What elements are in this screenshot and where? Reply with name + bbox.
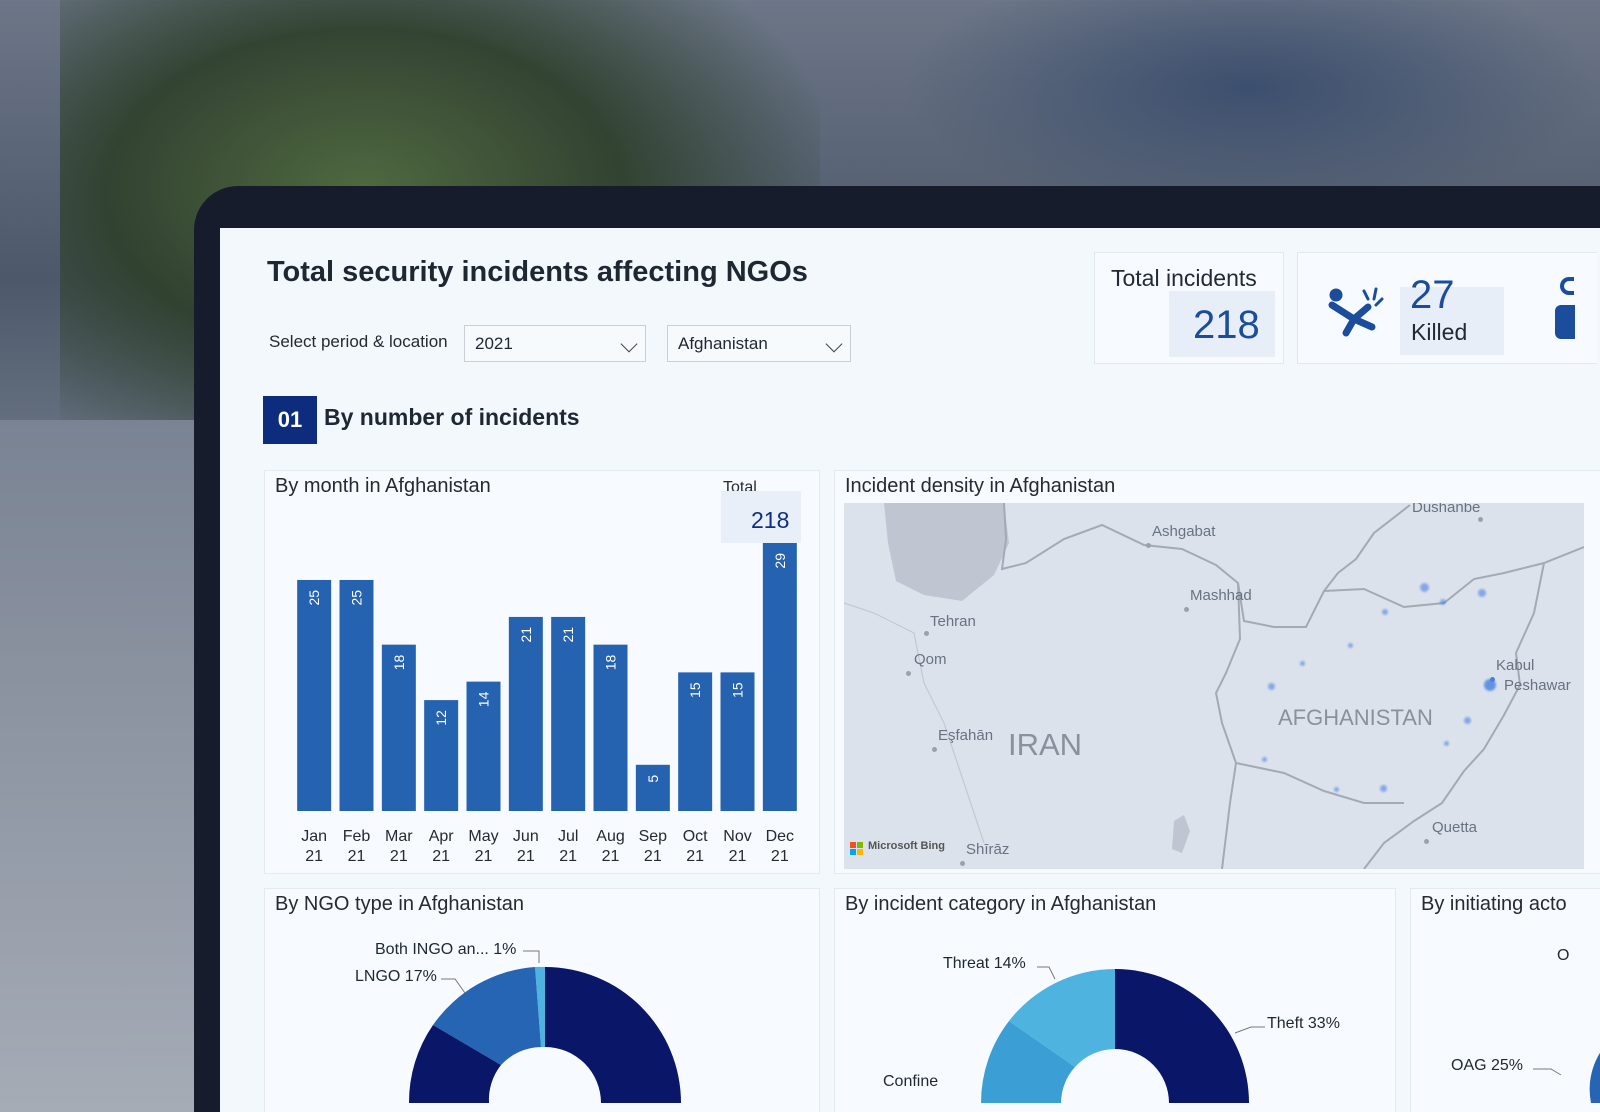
- bar-9[interactable]: [678, 672, 713, 811]
- x-tick-label-0-0: Jan: [301, 828, 327, 845]
- x-tick-label-10-0: Nov: [723, 828, 751, 845]
- x-tick-label-0-1: 21: [305, 848, 323, 865]
- x-tick-label-5-1: 21: [517, 848, 535, 865]
- bar-data-label-7: 18: [603, 654, 619, 670]
- bar-8[interactable]: [635, 764, 670, 811]
- period-dropdown-value: 2021: [475, 334, 513, 353]
- kpi-killed-label: Killed: [1411, 319, 1468, 345]
- x-tick-label-4-0: May: [468, 828, 498, 845]
- bar-data-label-1: 25: [349, 590, 365, 606]
- location-dropdown[interactable]: Afghanistan: [667, 325, 851, 362]
- ngo-type-donut: [408, 950, 681, 1103]
- x-tick-label-9-1: 21: [686, 848, 704, 865]
- category-label-threat: Threat 14%: [943, 955, 1026, 972]
- map-title: Incident density in Afghanistan: [845, 475, 1116, 497]
- bar-3[interactable]: [424, 700, 459, 811]
- bar-data-label-10: 15: [730, 682, 746, 698]
- x-tick-label-11-0: Dec: [766, 828, 794, 845]
- kpi-total-label: Total incidents: [1111, 265, 1257, 291]
- bar-data-label-5: 21: [518, 627, 534, 643]
- map-label-iran: IRAN: [1008, 727, 1083, 762]
- x-tick-label-2-1: 21: [390, 848, 408, 865]
- ngo-type-panel[interactable]: By NGO type in Afghanistan Both INGO an.…: [264, 888, 820, 1112]
- category-label-confine: Confine: [883, 1073, 939, 1090]
- bar-data-label-11: 29: [772, 553, 788, 569]
- kpi-killed: 27 Killed: [1297, 252, 1597, 364]
- dashboard-screen: Total security incidents affecting NGOs …: [220, 228, 1600, 1112]
- ngo-label-both: Both INGO an... 1%: [375, 941, 517, 958]
- bar-10[interactable]: [720, 672, 755, 811]
- x-tick-label-7-1: 21: [602, 848, 620, 865]
- bar-data-label-4: 14: [476, 691, 492, 707]
- x-tick-label-1-0: Feb: [343, 828, 371, 845]
- kpi-injured-icon: [1555, 305, 1575, 339]
- x-tick-label-6-1: 21: [559, 848, 577, 865]
- x-tick-label-6-0: Jul: [558, 828, 578, 845]
- bar-data-label-2: 18: [391, 654, 407, 670]
- section-number: 01: [263, 396, 317, 444]
- background-blur: [900, 0, 1600, 220]
- bar-4[interactable]: [466, 681, 501, 811]
- ngo-type-title: By NGO type in Afghanistan: [275, 893, 525, 915]
- map-attribution: Microsoft Bing: [868, 840, 945, 852]
- page-title: Total security incidents affecting NGOs: [267, 256, 808, 288]
- bar-data-label-3: 12: [433, 710, 449, 726]
- kpi-total-incidents: Total incidents 218: [1094, 252, 1284, 364]
- x-tick-label-3-1: 21: [432, 848, 450, 865]
- bar-6[interactable]: [551, 616, 586, 811]
- bar-data-label-8: 5: [645, 775, 661, 783]
- x-tick-label-11-1: 21: [771, 848, 789, 865]
- falling-person-icon: [1328, 287, 1384, 337]
- location-dropdown-value: Afghanistan: [678, 334, 768, 353]
- bar-chart-panel[interactable]: By month in Afghanistan Total 218 25 Jan 2…: [264, 470, 820, 874]
- microsoft-logo-icon: [850, 842, 863, 855]
- x-tick-label-1-1: 21: [348, 848, 366, 865]
- chevron-down-icon: [620, 335, 638, 353]
- kpi-killed-value: 27: [1410, 273, 1455, 317]
- monthly-bar-chart: 25 Jan 21 25 Feb 21 18 Mar 21 12 Apr 21 14 May 21 21 Jun…: [297, 543, 797, 865]
- ngo-label-lngo: LNGO 17%: [355, 968, 437, 985]
- section-title: By number of incidents: [324, 404, 580, 430]
- category-label-theft: Theft 33%: [1267, 1015, 1340, 1032]
- x-tick-label-4-1: 21: [475, 848, 493, 865]
- x-tick-label-8-0: Sep: [639, 828, 668, 845]
- x-tick-label-8-1: 21: [644, 848, 662, 865]
- bar-11[interactable]: [762, 543, 797, 811]
- period-dropdown[interactable]: 2021: [464, 325, 646, 362]
- incident-category-donut: [981, 966, 1265, 1103]
- bar-chart-title: By month in Afghanistan: [275, 475, 491, 497]
- bar-5[interactable]: [508, 616, 543, 811]
- map-label-afghanistan: AFGHANISTAN: [1278, 705, 1433, 730]
- background-wall: [0, 420, 220, 1112]
- incident-category-title: By incident category in Afghanistan: [845, 893, 1157, 915]
- filter-label: Select period & location: [269, 332, 448, 351]
- density-map[interactable]: Dushanbe Ashgabat Mashhad Tehran Qom Kab…: [844, 503, 1584, 869]
- bar-1[interactable]: [339, 579, 374, 811]
- x-tick-label-5-0: Jun: [513, 828, 539, 845]
- incident-category-panel[interactable]: By incident category in Afghanistan Thre…: [834, 888, 1396, 1112]
- x-tick-label-7-0: Aug: [596, 828, 624, 845]
- x-tick-label-10-1: 21: [729, 848, 747, 865]
- bar-data-label-0: 25: [306, 590, 322, 606]
- x-tick-label-9-0: Oct: [683, 828, 708, 845]
- map-panel[interactable]: Incident density in Afghanistan: [834, 470, 1600, 874]
- x-tick-label-3-0: Apr: [429, 828, 455, 845]
- bar-data-label-9: 15: [687, 682, 703, 698]
- bar-2[interactable]: [381, 644, 416, 811]
- kpi-total-value: 218: [1193, 303, 1260, 347]
- chevron-down-icon: [825, 335, 843, 353]
- initiating-actor-title: By initiating acto: [1421, 893, 1567, 915]
- bar-0[interactable]: [297, 579, 332, 811]
- x-tick-label-2-0: Mar: [385, 828, 413, 845]
- initiating-actor-donut: [1533, 1052, 1600, 1103]
- bar-total-value: 218: [751, 507, 790, 533]
- bar-7[interactable]: [593, 644, 628, 811]
- initiating-actor-panel[interactable]: By initiating acto O OAG 25%: [1410, 888, 1600, 1112]
- actor-label-oag: OAG 25%: [1451, 1057, 1524, 1074]
- bar-data-label-6: 21: [560, 627, 576, 643]
- actor-label-other: O: [1557, 947, 1570, 964]
